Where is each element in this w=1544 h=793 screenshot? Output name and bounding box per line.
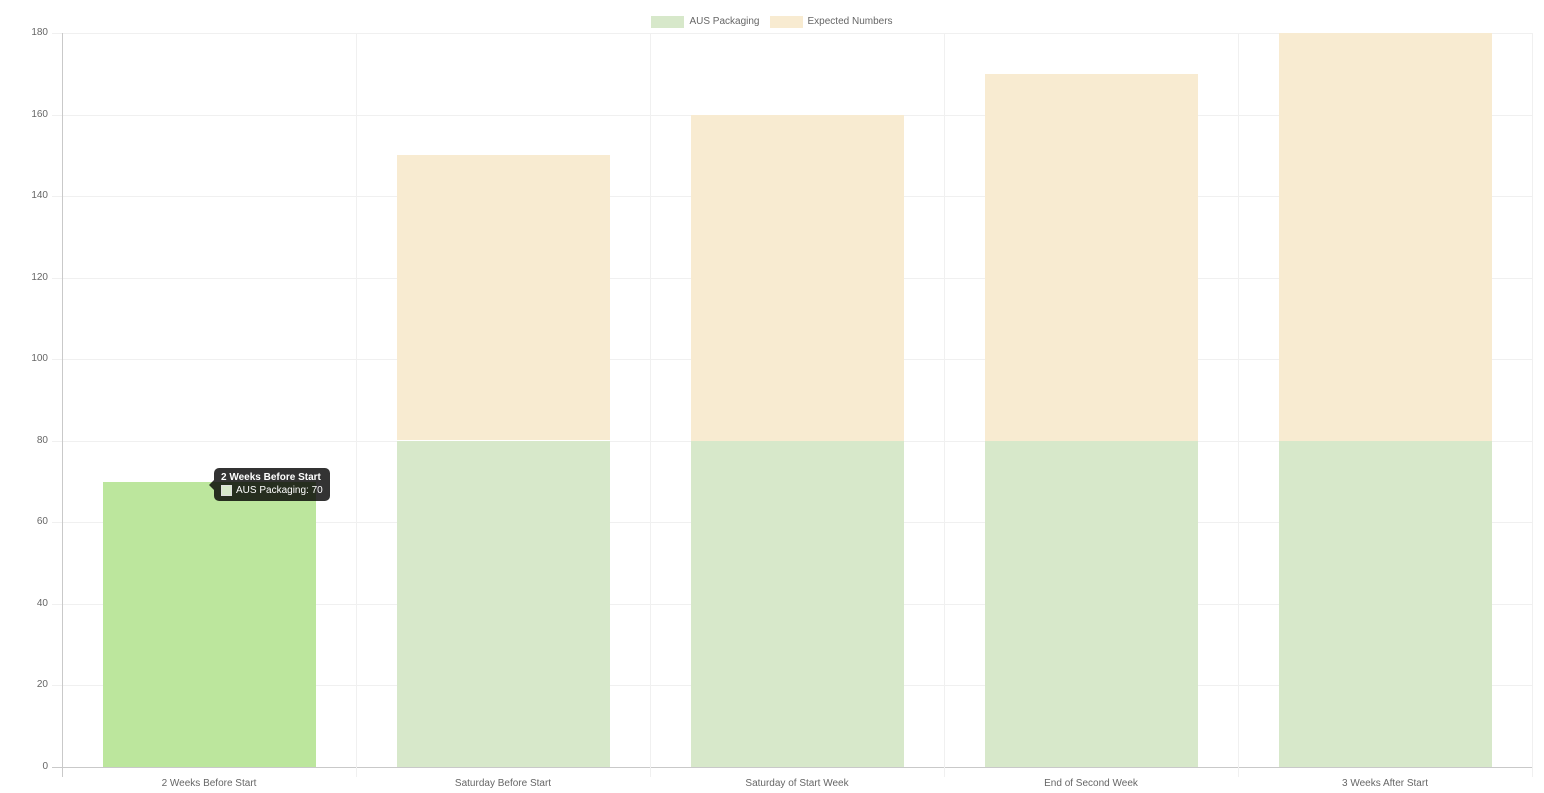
bar-expected-numbers-3-weeks-after-start[interactable] [1279,33,1492,441]
x-tick-mark [944,767,945,777]
x-tick-mark [650,767,651,777]
y-tick-mark [52,33,62,34]
y-tick-mark [52,115,62,116]
tooltip-text: AUS Packaging: 70 [236,485,323,496]
tooltip: 2 Weeks Before Start AUS Packaging: 70 [214,468,330,501]
bar-aus-packaging-end-of-second-week[interactable] [985,441,1198,767]
bar-aus-packaging-saturday-of-start-week[interactable] [691,441,904,767]
y-tick-mark [52,767,62,768]
x-tick-mark [1532,767,1533,777]
y-axis-tick-label: 60 [36,516,48,527]
y-tick-mark [52,359,62,360]
x-axis-category-label: Saturday of Start Week [745,778,849,789]
y-axis-tick-label: 100 [31,353,48,364]
bar-expected-numbers-saturday-of-start-week[interactable] [691,115,904,441]
legend-label: Expected Numbers [807,16,893,27]
y-axis-tick-label: 20 [36,679,48,690]
y-axis-tick-label: 80 [36,435,48,446]
tooltip-body: AUS Packaging: 70 [221,485,323,496]
x-axis-category-label: End of Second Week [1044,778,1138,789]
y-tick-mark [52,441,62,442]
tooltip-title: 2 Weeks Before Start [221,472,321,483]
y-axis-tick-label: 120 [31,272,48,283]
legend-label: AUS Packaging [689,16,760,27]
x-axis-category-label: 2 Weeks Before Start [161,778,257,789]
gridline-x-boundary-2 [650,33,651,767]
gridline-y-0 [62,767,1532,768]
x-tick-mark [356,767,357,777]
bar-aus-packaging-saturday-before-start[interactable] [397,441,610,767]
legend-item-expected-numbers[interactable]: Expected Numbers [769,16,893,28]
gridline-x-boundary-5 [1532,33,1533,767]
x-tick-mark [1238,767,1239,777]
y-axis-tick-label: 160 [31,109,48,120]
y-axis-tick-label: 40 [36,598,48,609]
gridline-x-boundary-3 [944,33,945,767]
y-axis-tick-label: 140 [31,190,48,201]
y-axis-tick-label: 0 [42,761,48,772]
gridline-x-boundary-1 [356,33,357,767]
gridline-y-180 [62,33,1532,34]
bar-expected-numbers-saturday-before-start[interactable] [397,155,610,440]
x-tick-mark [62,767,63,777]
bar-aus-packaging-2-weeks-before-start[interactable] [103,482,316,767]
legend-swatch-expected-numbers [769,16,803,28]
chart-legend: AUS Packaging Expected Numbers [0,15,1544,29]
y-tick-mark [52,522,62,523]
bar-aus-packaging-3-weeks-after-start[interactable] [1279,441,1492,767]
gridline-x-boundary-0 [62,33,63,767]
legend-swatch-aus-packaging [651,16,685,28]
gridline-x-boundary-4 [1238,33,1239,767]
y-tick-mark [52,278,62,279]
x-axis-category-label: 3 Weeks After Start [1342,778,1428,789]
y-tick-mark [52,685,62,686]
y-tick-mark [52,196,62,197]
legend-item-aus-packaging[interactable]: AUS Packaging [651,16,760,28]
bar-expected-numbers-end-of-second-week[interactable] [985,74,1198,441]
y-axis-tick-label: 180 [31,27,48,38]
x-axis-category-label: Saturday Before Start [454,778,552,789]
tooltip-series-swatch [221,485,232,496]
y-tick-mark [52,604,62,605]
